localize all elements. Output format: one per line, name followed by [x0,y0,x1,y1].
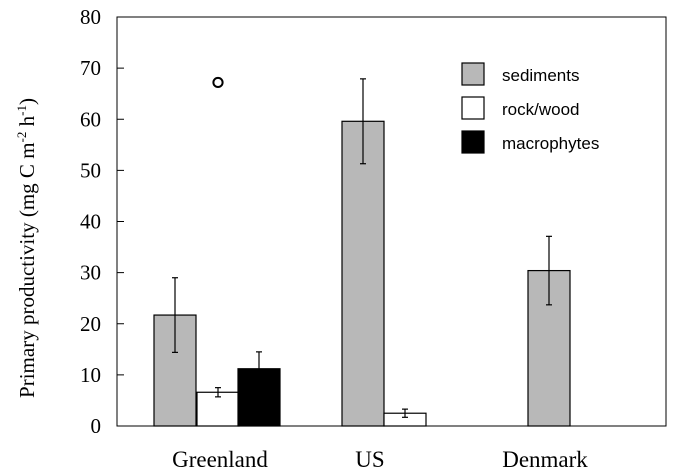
legend-label: sediments [502,66,579,85]
legend-swatch [461,130,485,154]
y-tick-label: 40 [80,210,101,234]
legend-label: macrophytes [502,134,599,153]
y-tick-label: 30 [80,261,101,285]
y-tick-label: 0 [91,414,102,438]
plot-frame [116,16,667,427]
legend: sediments rock/wood macrophytes [461,62,599,154]
y-tick-label: 50 [80,158,101,182]
bars-group [153,120,571,427]
y-tick-label: 80 [80,5,101,29]
error-bars-group [172,76,552,418]
plot-area [116,16,667,427]
x-category-label: Denmark [502,447,588,469]
bar-macrophytes [237,368,281,427]
y-tick-label: 20 [80,312,101,336]
x-category-label: Greenland [172,447,268,469]
y-tick-label: 10 [80,363,101,387]
outlier-point [212,76,224,89]
x-category-label: US [355,447,384,469]
legend-swatch [461,96,485,120]
y-tick-label: 70 [80,56,101,80]
bar-sediments [341,120,385,427]
y-tick-label: 60 [80,107,101,131]
y-axis: 0 10 20 30 40 50 60 70 80 [80,5,124,438]
legend-swatch [461,62,485,86]
x-axis: Greenland US Denmark [172,447,588,469]
y-axis-title: Primary productivity (mg C m-2 h-1) [14,98,39,398]
legend-label: rock/wood [502,100,579,119]
